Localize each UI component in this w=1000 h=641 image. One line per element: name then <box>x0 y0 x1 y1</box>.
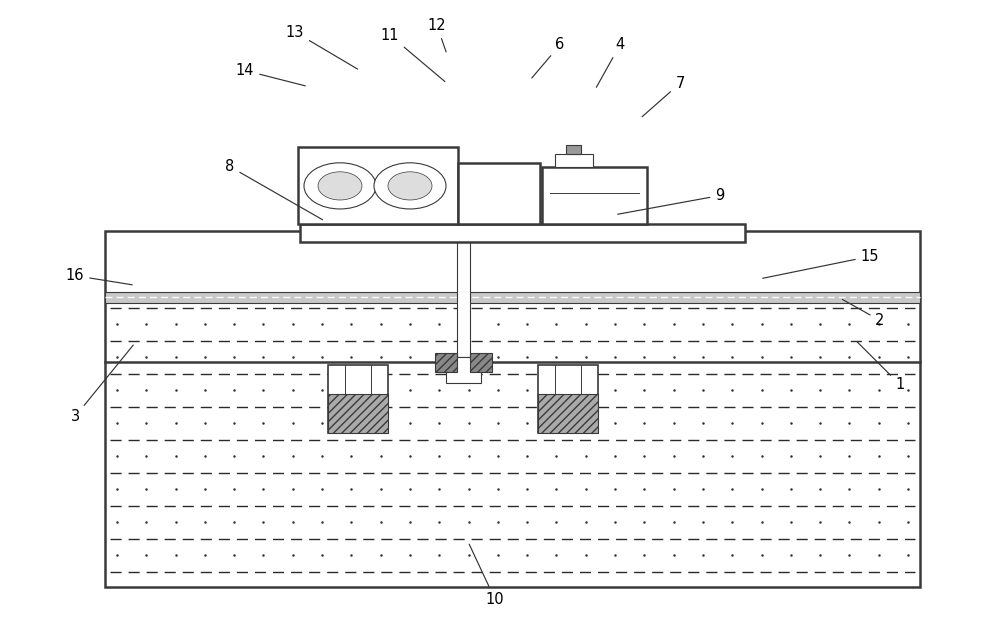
Text: 10: 10 <box>469 544 504 607</box>
Bar <box>328 394 388 433</box>
Bar <box>446 357 480 383</box>
Bar <box>538 394 598 433</box>
Text: 14: 14 <box>236 63 305 86</box>
Bar <box>538 365 598 433</box>
Text: 2: 2 <box>842 299 885 328</box>
Bar <box>105 231 920 587</box>
Circle shape <box>318 172 362 200</box>
Text: 11: 11 <box>381 28 445 81</box>
Bar <box>538 394 598 433</box>
Text: 12: 12 <box>428 18 446 52</box>
Bar <box>300 224 745 242</box>
Bar <box>458 163 540 224</box>
Bar <box>542 167 647 224</box>
Bar <box>298 147 458 224</box>
Circle shape <box>374 163 446 209</box>
Text: 3: 3 <box>70 345 133 424</box>
Circle shape <box>388 172 432 200</box>
Circle shape <box>304 163 376 209</box>
Text: 1: 1 <box>857 342 905 392</box>
Text: 13: 13 <box>286 24 358 69</box>
Text: 7: 7 <box>642 76 685 117</box>
Text: 9: 9 <box>618 188 725 214</box>
Bar <box>328 365 388 433</box>
Text: 15: 15 <box>763 249 879 278</box>
Bar <box>566 145 581 154</box>
Bar <box>105 292 920 303</box>
Text: 8: 8 <box>225 159 323 220</box>
Text: 6: 6 <box>532 37 565 78</box>
Bar <box>456 231 470 357</box>
Bar <box>448 202 478 224</box>
Bar <box>328 394 388 433</box>
Bar <box>554 154 592 167</box>
Text: 16: 16 <box>66 268 132 285</box>
Bar <box>434 353 456 372</box>
Bar <box>470 353 492 372</box>
Text: 4: 4 <box>596 37 625 87</box>
